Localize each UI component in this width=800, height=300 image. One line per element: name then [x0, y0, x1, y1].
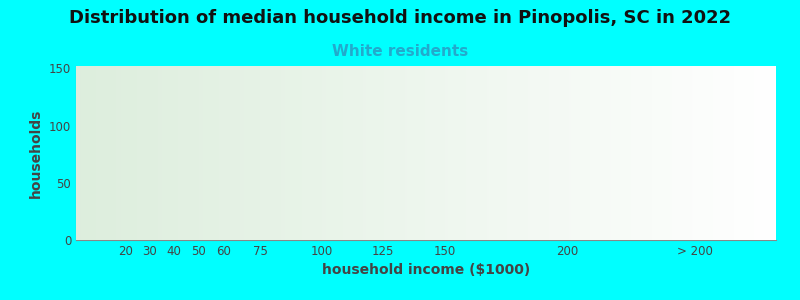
Bar: [629, 196, 764, 240]
Bar: [174, 217, 199, 240]
Bar: [445, 160, 629, 240]
Bar: [101, 200, 150, 240]
Bar: [383, 188, 445, 240]
Bar: [150, 200, 174, 240]
Bar: [322, 135, 383, 240]
Y-axis label: households: households: [30, 108, 43, 198]
Text: White residents: White residents: [332, 44, 468, 59]
X-axis label: household income ($1000): household income ($1000): [322, 263, 530, 278]
Bar: [260, 112, 322, 240]
Text: City-Data.com: City-Data.com: [682, 75, 762, 85]
Text: Distribution of median household income in Pinopolis, SC in 2022: Distribution of median household income …: [69, 9, 731, 27]
Bar: [223, 194, 260, 240]
